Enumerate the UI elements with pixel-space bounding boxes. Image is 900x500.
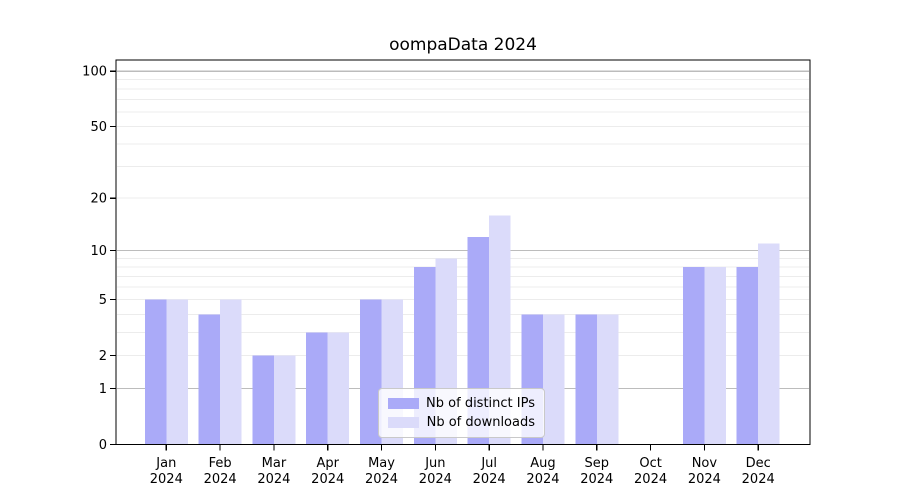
y-tick-label-100: 100 xyxy=(82,65,107,80)
y-tick-label-1: 1 xyxy=(99,382,107,397)
x-tick-label-year-mar: 2024 xyxy=(257,472,290,487)
x-tick-label-month-feb: Feb xyxy=(209,456,232,471)
legend-label-downloads: Nb of downloads xyxy=(426,415,535,430)
plot-border xyxy=(115,59,811,446)
bar-downloads-jul xyxy=(489,215,511,445)
bar-downloads-jan xyxy=(166,299,188,445)
bar-distinct-ips-may xyxy=(360,299,382,445)
x-tick-label-year-jul: 2024 xyxy=(473,472,506,487)
x-tick-label-month-apr: Apr xyxy=(316,456,339,471)
x-tick-label-month-mar: Mar xyxy=(262,456,287,471)
y-tick-label-20: 20 xyxy=(90,192,107,207)
bar-distinct-ips-dec xyxy=(736,266,759,445)
y-tick-label-5: 5 xyxy=(99,293,107,308)
bar-downloads-dec xyxy=(758,243,780,445)
x-tick-label-year-oct: 2024 xyxy=(634,472,667,487)
y-tick-label-0: 0 xyxy=(99,438,107,453)
x-tick-label-month-dec: Dec xyxy=(746,456,771,471)
legend-entry-downloads: Nb of downloads xyxy=(388,416,535,429)
bar-downloads-feb xyxy=(220,299,242,445)
x-tick-label-month-oct: Oct xyxy=(639,456,661,471)
y-tick-label-2: 2 xyxy=(99,349,107,364)
y-tick-label-50: 50 xyxy=(90,120,107,135)
chart-title: oompaData 2024 xyxy=(389,35,537,55)
x-tick-label-month-jun: Jun xyxy=(424,456,445,471)
y-tick-label-10: 10 xyxy=(90,244,107,259)
legend-entry-distinct-ips: Nb of distinct IPs xyxy=(388,397,535,410)
legend-label-distinct-ips: Nb of distinct IPs xyxy=(426,396,535,411)
bar-distinct-ips-mar xyxy=(252,355,274,445)
bar-distinct-ips-feb xyxy=(198,314,221,445)
legend-swatch-distinct-ips xyxy=(388,398,419,409)
x-tick-label-year-nov: 2024 xyxy=(688,472,721,487)
x-tick-label-month-jul: Jul xyxy=(480,456,497,471)
x-tick-label-month-nov: Nov xyxy=(692,456,718,471)
bar-downloads-nov xyxy=(704,266,726,445)
bar-distinct-ips-sep xyxy=(575,314,597,445)
x-tick-label-month-may: May xyxy=(368,456,395,471)
bar-downloads-aug xyxy=(542,314,565,445)
x-tick-label-month-aug: Aug xyxy=(530,456,555,471)
legend-swatch-downloads xyxy=(388,417,419,428)
x-tick-label-month-jan: Jan xyxy=(155,456,176,471)
bar-downloads-sep xyxy=(596,314,619,445)
bar-distinct-ips-apr xyxy=(306,332,328,445)
x-tick-label-year-aug: 2024 xyxy=(526,472,559,487)
x-tick-label-year-jan: 2024 xyxy=(150,472,183,487)
legend: Nb of distinct IPs Nb of downloads xyxy=(378,388,545,438)
bar-downloads-apr xyxy=(327,332,350,445)
bar-downloads-mar xyxy=(273,355,296,445)
x-tick-label-month-sep: Sep xyxy=(585,456,610,471)
x-tick-label-year-dec: 2024 xyxy=(742,472,775,487)
x-tick-label-year-feb: 2024 xyxy=(204,472,237,487)
x-tick-label-year-apr: 2024 xyxy=(311,472,344,487)
x-tick-label-year-sep: 2024 xyxy=(580,472,613,487)
bar-distinct-ips-nov xyxy=(682,266,705,445)
x-tick-label-year-may: 2024 xyxy=(365,472,398,487)
x-tick-label-year-jun: 2024 xyxy=(419,472,452,487)
bar-distinct-ips-jan xyxy=(144,299,167,445)
